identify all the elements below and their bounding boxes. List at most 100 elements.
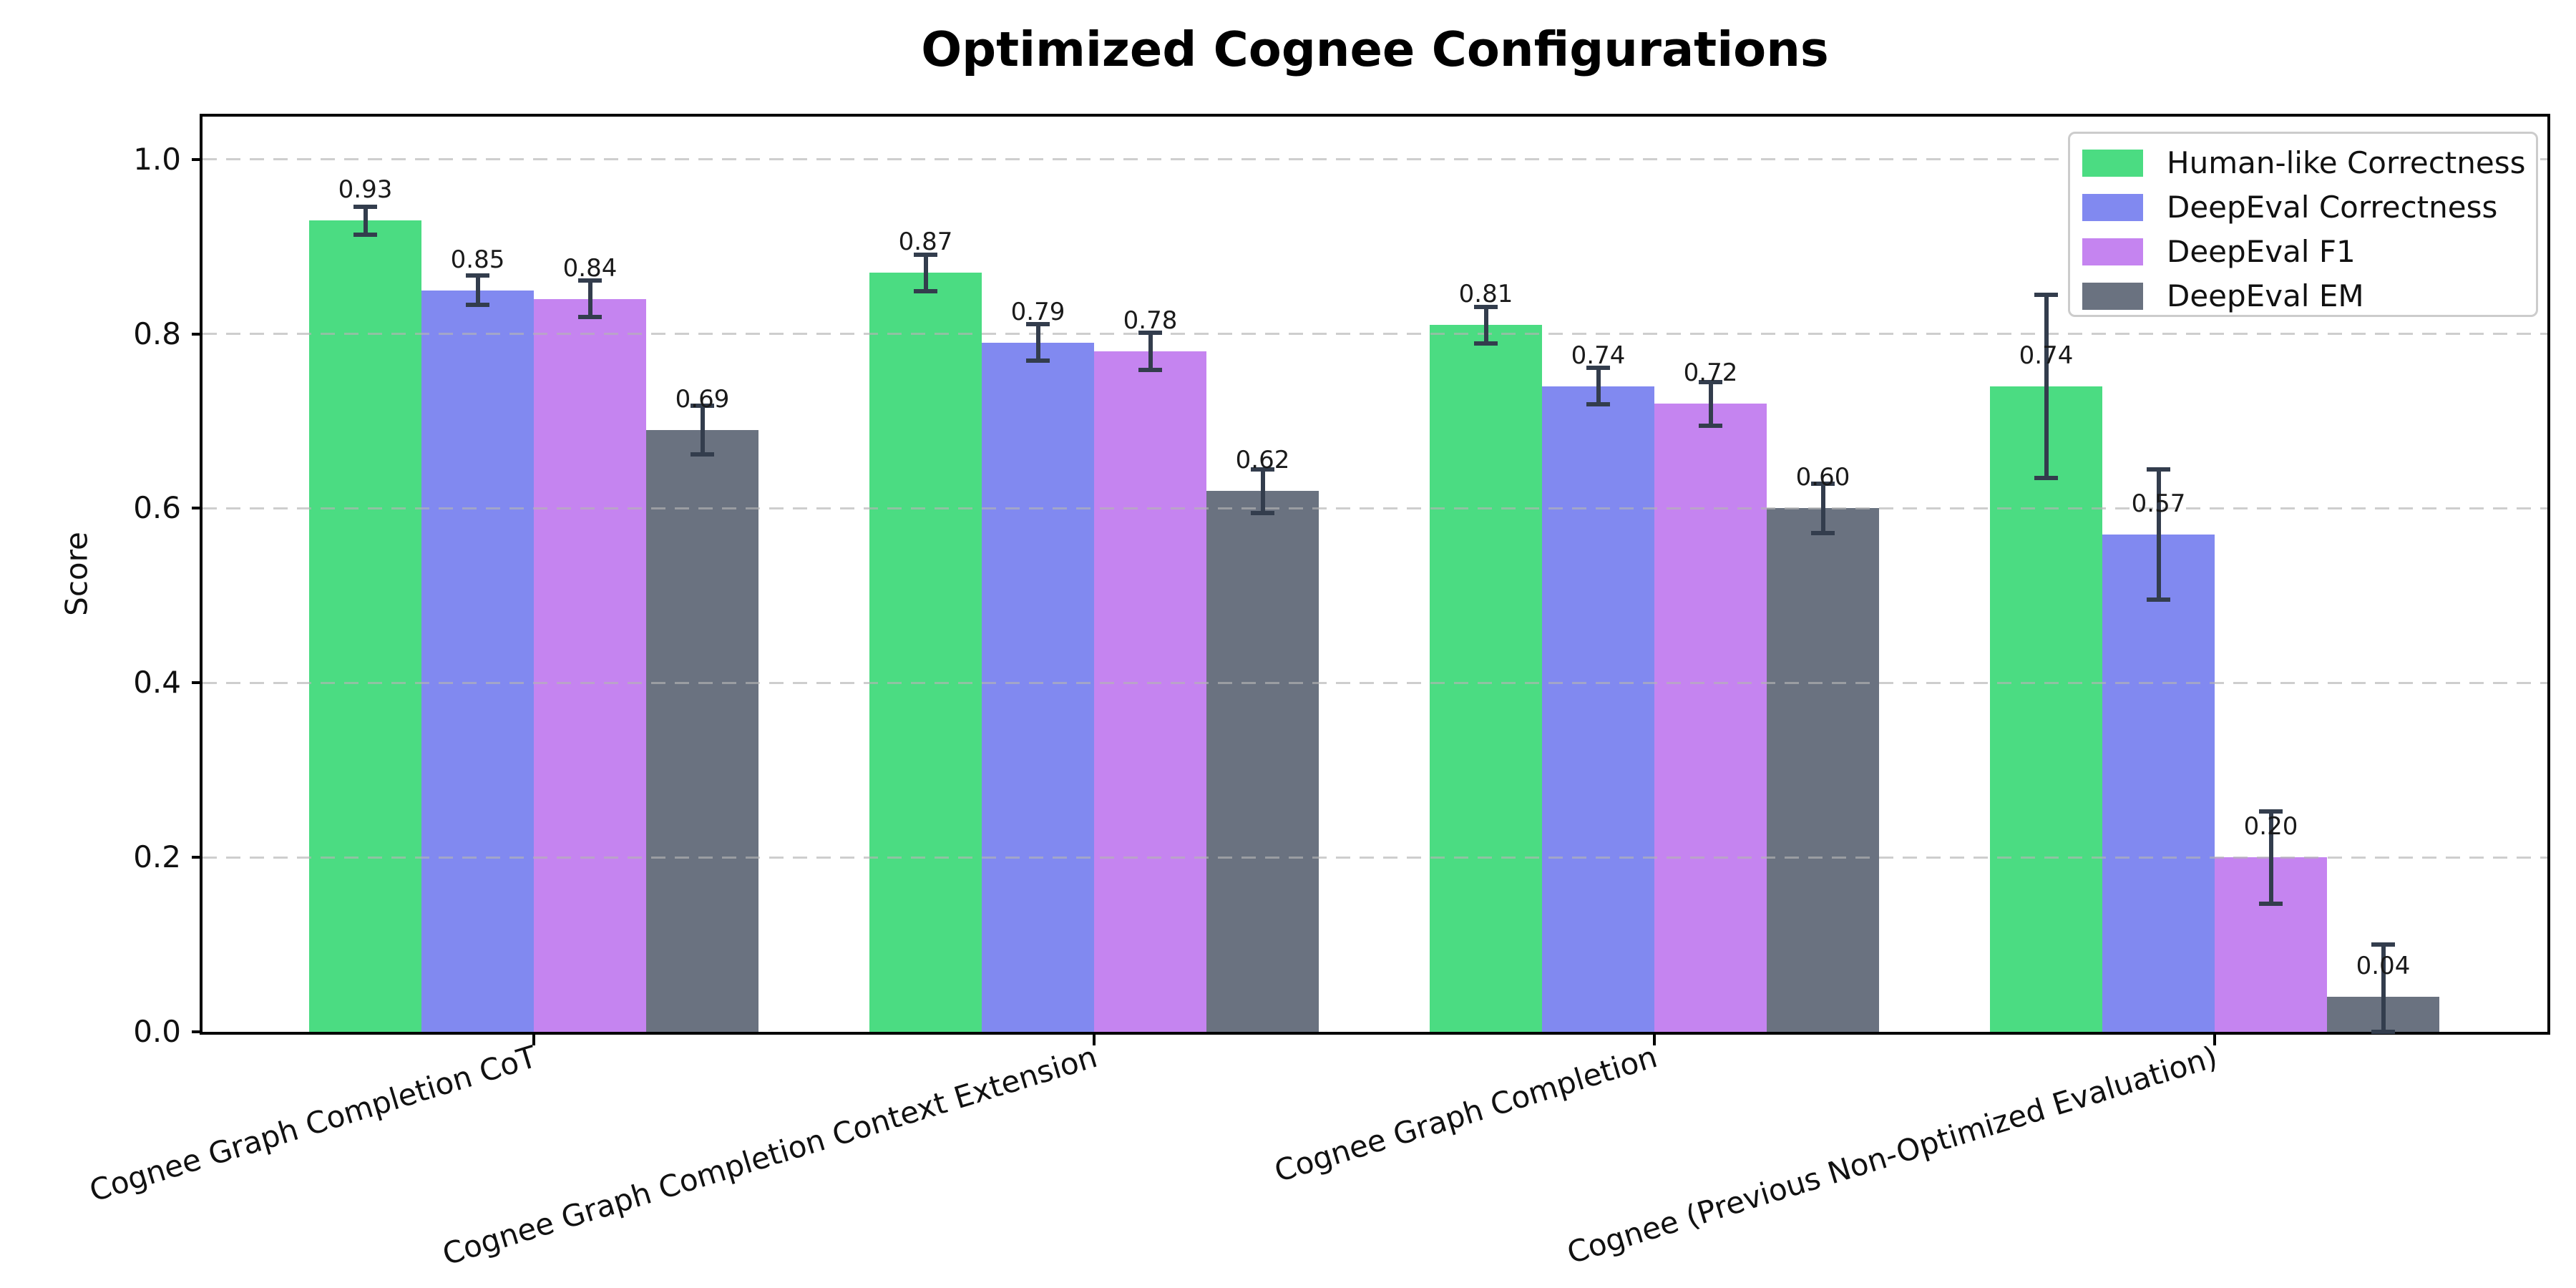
error-bar-cap-top [466,273,489,278]
bar-value-label: 0.81 [1458,280,1513,309]
bar-value-label: 0.93 [338,175,393,205]
x-category-label: Cognee (Previous Non-Optimized Evaluatio… [1563,1039,2222,1271]
legend-item: DeepEval EM [2070,274,2536,318]
y-tick-label: 0.2 [133,839,181,875]
bar-value-label: 0.85 [450,245,505,274]
legend-swatch [2082,150,2143,177]
y-axis-label: Score [59,532,94,616]
error-bar-cap-top [2147,467,2170,472]
gridline [203,158,2547,161]
error-bar-cap-bottom [2371,1030,2395,1034]
bar-value-label: 0.78 [1123,306,1178,335]
error-bar-riser [1148,333,1153,370]
bar-value-label: 0.87 [898,228,953,257]
legend-item: DeepEval F1 [2070,230,2536,274]
error-bar-riser [1708,381,1713,426]
bar-value-label: 0.20 [2243,812,2298,841]
error-bar-cap-bottom [691,452,714,457]
bar [1094,351,1206,1032]
bar [1206,491,1319,1032]
bar [421,290,534,1032]
bar [309,220,421,1032]
legend-label: DeepEval Correctness [2167,190,2498,225]
plot-area: 0.93 0.87 0.81 0.74 0.85 0.79 0.74 0.57 0.84 0.78… [200,114,2550,1035]
error-bar-cap-bottom [466,303,489,308]
error-bar-cap-bottom [2259,901,2283,906]
bar [1542,386,1654,1032]
legend-label: Human-like Correctness [2167,145,2526,180]
error-bar-cap-bottom [1586,402,1610,407]
legend-swatch [2082,283,2143,310]
bar-value-label: 0.84 [562,253,618,283]
legend-label: DeepEval EM [2167,278,2364,313]
error-bar-cap-bottom [2147,597,2170,602]
bar [1430,325,1542,1032]
error-bar-cap-top [914,252,937,257]
legend-swatch [2082,238,2143,265]
error-bar-cap-top [1251,467,1274,472]
error-bar-cap-bottom [1138,367,1162,372]
error-bar-riser [2381,945,2386,1032]
legend-item: Human-like Correctness [2070,141,2536,185]
bar-value-label: 0.79 [1010,297,1065,326]
error-bar-cap-top [353,204,377,209]
x-tick [2213,1035,2216,1045]
bar [1654,404,1767,1032]
error-bar-cap-bottom [1474,341,1498,346]
gridline [203,681,2547,684]
error-bar-riser [1820,484,1825,533]
error-bar-cap-top [2259,809,2283,814]
y-tick [192,507,203,510]
error-bar-riser [587,280,592,318]
x-tick [532,1035,535,1045]
y-tick [192,1030,203,1033]
chart-title: Optimized Cognee Configurations [921,21,1829,77]
error-bar-cap-top [2371,942,2395,947]
gridline [203,333,2547,336]
gridline [203,856,2547,859]
bar [869,273,982,1032]
error-bar-riser [2156,469,2161,600]
gridline [203,507,2547,509]
error-bar-cap-bottom [914,288,937,293]
error-bar-cap-top [1474,304,1498,309]
error-bar-cap-bottom [2034,475,2058,480]
y-tick-label: 1.0 [133,141,181,177]
bar-value-label: 0.60 [1795,463,1850,492]
y-tick [192,681,203,685]
bar [534,298,646,1032]
error-bar-cap-top [1586,366,1610,371]
bar [1767,508,1879,1032]
error-bar-riser [1483,306,1488,343]
error-bar-cap-bottom [1251,510,1274,515]
bar-value-label: 0.69 [675,384,730,414]
error-bar-cap-top [1699,379,1722,384]
legend-item: DeepEval Correctness [2070,185,2536,230]
y-tick [192,332,203,336]
error-bar-cap-top [1138,331,1162,336]
error-bar-cap-top [578,278,602,283]
legend-label: DeepEval F1 [2167,234,2356,269]
x-category-label: Cognee Graph Completion [1270,1039,1662,1189]
error-bar-cap-top [691,403,714,408]
error-bar-riser [2268,811,2273,904]
bar [1990,386,2102,1032]
bar-value-label: 0.57 [2131,489,2186,518]
plot-inner: 0.93 0.87 0.81 0.74 0.85 0.79 0.74 0.57 0.84 0.78… [203,117,2547,1034]
error-bar-riser [1035,324,1040,361]
error-bar-riser [1596,368,1601,405]
y-tick [192,157,203,161]
bar [2102,534,2215,1032]
y-tick [192,856,203,859]
legend-swatch [2082,194,2143,221]
y-tick-label: 0.8 [133,316,181,351]
x-tick [1653,1035,1656,1045]
bar [646,429,758,1032]
error-bar-riser [475,275,480,306]
error-bar-riser [1260,469,1265,513]
x-tick [1093,1035,1096,1045]
bar-value-label: 0.62 [1235,446,1290,475]
bar [982,342,1094,1032]
error-bar-riser [923,254,928,291]
